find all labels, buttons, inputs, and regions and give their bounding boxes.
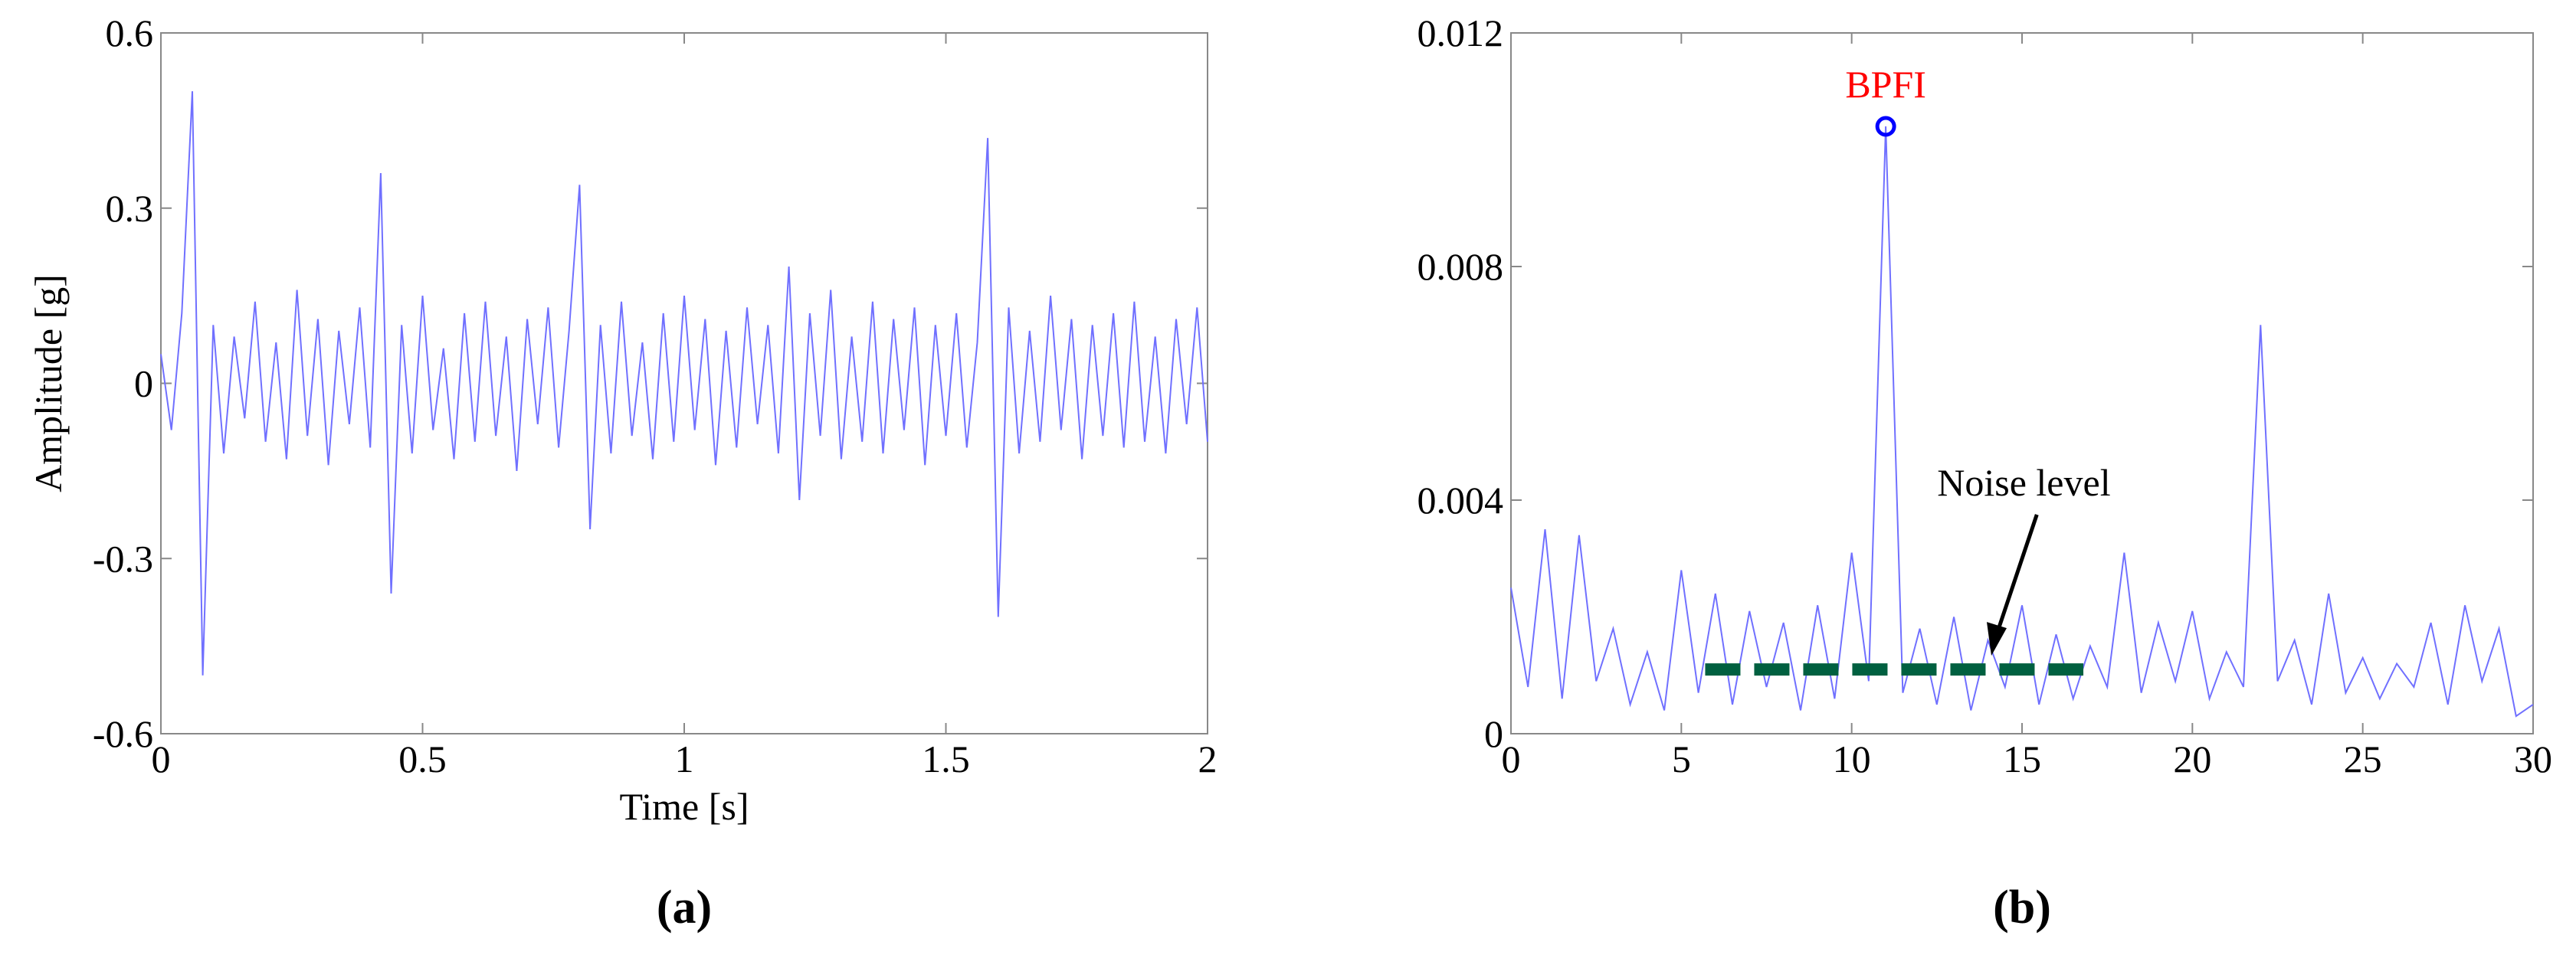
x-tick-label: 1 — [675, 738, 694, 780]
y-axis-label: Amplitude [g] — [27, 274, 70, 492]
x-tick-label: 1.5 — [922, 738, 970, 780]
y-tick-label: -0.3 — [93, 537, 153, 580]
x-tick-label: 30 — [2514, 738, 2552, 780]
y-tick-label: 0.6 — [106, 11, 154, 54]
y-tick-label: -0.6 — [93, 712, 153, 755]
x-tick-label: 0 — [152, 738, 171, 780]
x-tick-label: 20 — [2173, 738, 2211, 780]
arrow-shaft — [1994, 514, 2039, 637]
noise-level-label: Noise level — [1937, 461, 2110, 504]
panel-label: (a) — [657, 882, 712, 934]
y-tick-label: 0.004 — [1417, 479, 1504, 522]
y-tick-label: 0.012 — [1417, 11, 1504, 54]
y-tick-label: 0.3 — [106, 187, 154, 230]
series-line — [160, 91, 1208, 676]
y-tick-label: 0.008 — [1417, 245, 1504, 288]
x-tick-label: 2 — [1198, 738, 1218, 780]
x-tick-label: 15 — [2003, 738, 2041, 780]
plot-frame — [160, 32, 1208, 734]
y-tick-label: 0 — [134, 362, 153, 405]
x-axis-label: Time [s] — [619, 785, 749, 828]
x-tick-label: 25 — [2344, 738, 2382, 780]
y-tick-label: 0 — [1484, 712, 1503, 755]
x-tick-label: 0 — [1502, 738, 1521, 780]
arrow-head — [1986, 622, 2007, 656]
x-tick-label: 10 — [1833, 738, 1871, 780]
x-tick-label: 0.5 — [398, 738, 447, 780]
annotation-label: BPFI — [1845, 63, 1926, 106]
plot-frame — [1510, 32, 2534, 734]
series-line — [1510, 126, 2534, 718]
peak-marker — [1875, 116, 1896, 137]
x-tick-label: 5 — [1672, 738, 1691, 780]
panel-label: (b) — [1993, 882, 2051, 934]
